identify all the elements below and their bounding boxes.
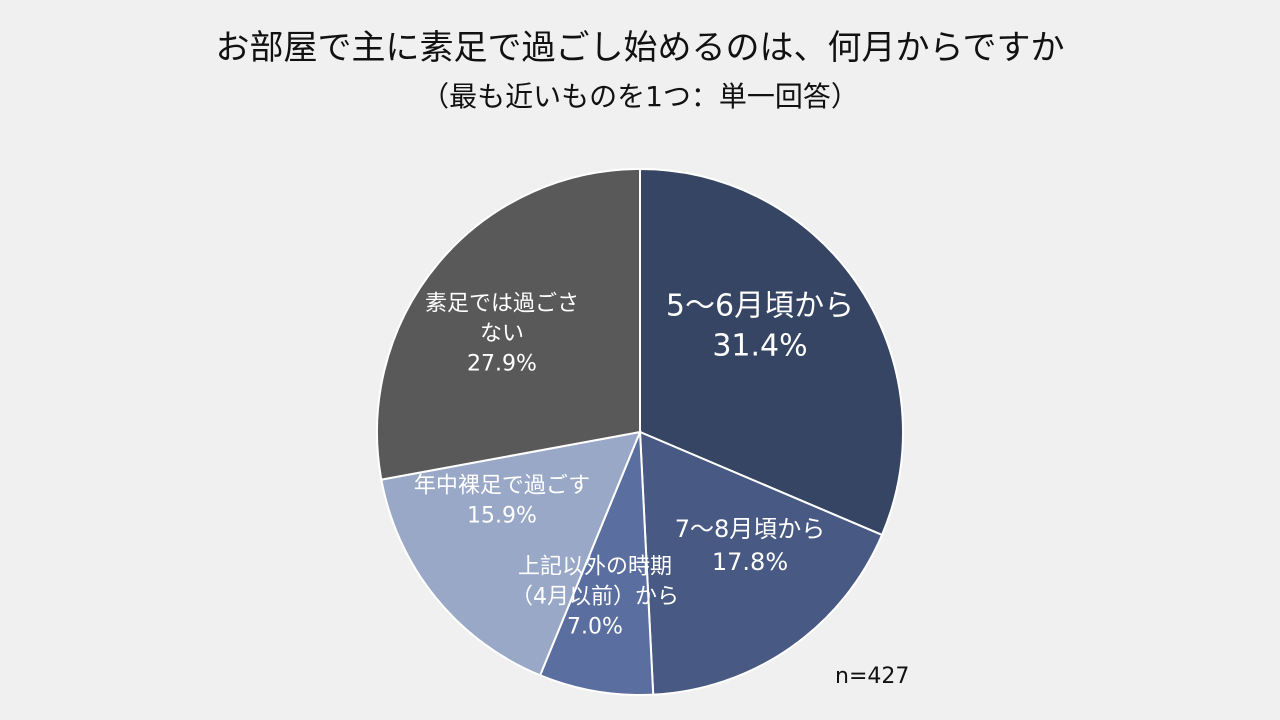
slice-name-line-3: 上記以外の時期 [518,555,672,580]
slice-label-1: 5～6月頃から 31.4% [666,289,854,364]
pie-slice-5 [376,167,641,481]
slice-label-5: 素足では過ごさない 27.9% [425,292,579,377]
slice-name-line-2: 7～8月頃から [675,515,826,543]
slice-value-2: 17.8% [712,548,788,576]
slice-label-3: 上記以外の時期 （4月以前）から 7.0% [511,555,679,640]
chart-subtitle: （最も近いものを1つ：単一回答） [421,80,859,113]
slice-name-line-4: 年中裸足で過ごす [414,474,590,499]
pie-slice-4 [380,430,642,677]
slice-name-line-5: ない [480,322,524,347]
slice-value-5: 27.9% [467,352,537,377]
pie-slice-3 [538,431,655,696]
slice-value-3: 7.0% [567,615,623,640]
chart-title: お部屋で主に素足で過ごし始めるのは、何月からですか [215,28,1065,68]
slice-value-4: 15.9% [467,504,537,529]
slice-value-1: 31.4% [712,329,807,364]
slice-name-line-3: （4月以前）から [511,585,679,610]
slice-label-2: 7～8月頃から 17.8% [675,515,826,576]
pie-slice-2 [638,430,884,696]
slice-name-line-1: 5～6月頃から [666,289,854,324]
slice-label-4: 年中裸足で過ごす 15.9% [414,474,590,529]
slice-name-line-5: 素足では過ごさ [425,292,579,317]
sample-size-note: n=427 [835,664,910,689]
pie-slice-1 [639,167,904,537]
